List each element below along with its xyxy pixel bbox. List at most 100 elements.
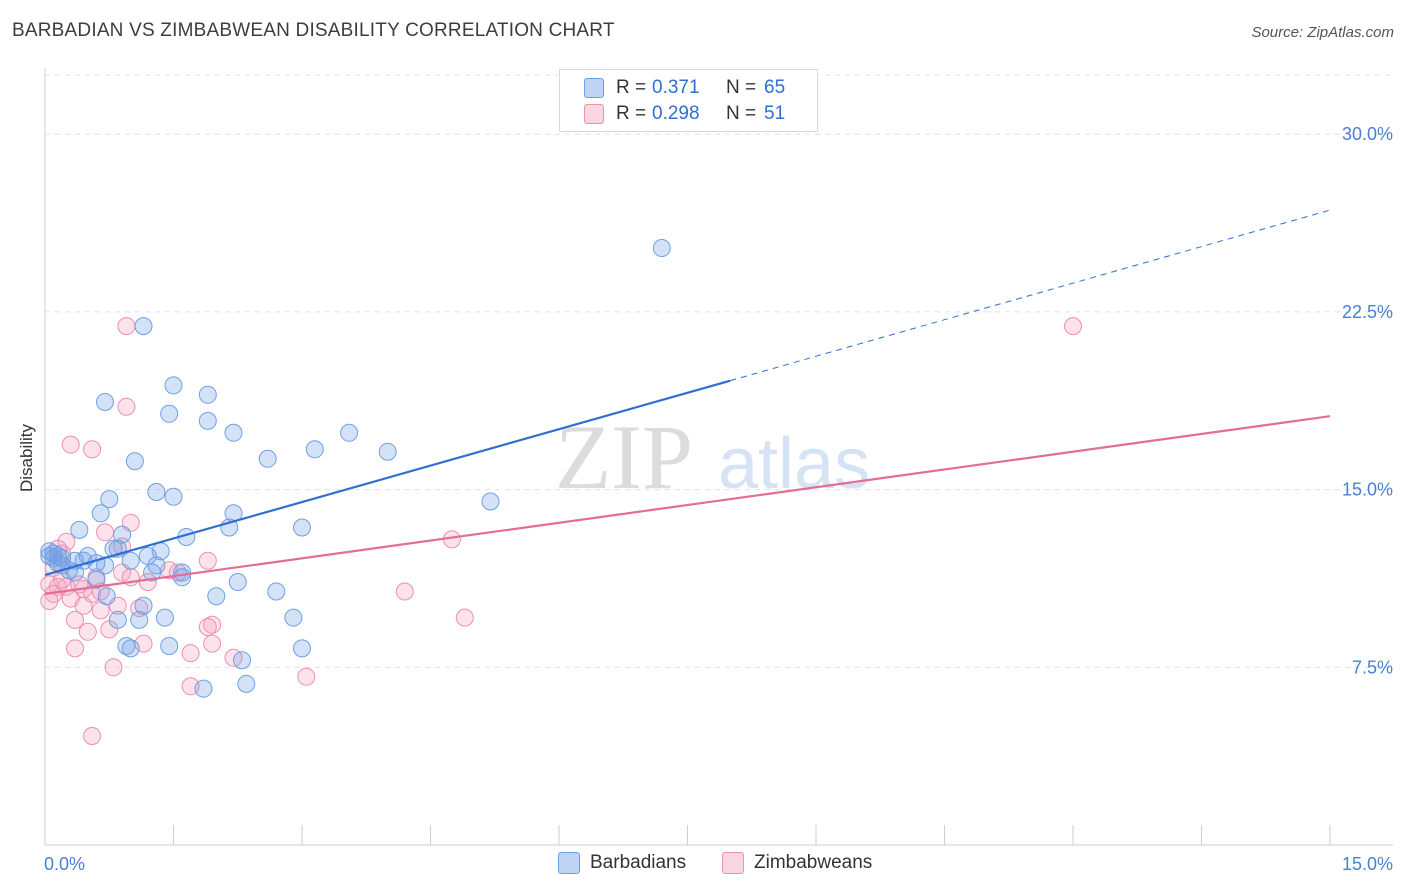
barbadian-point: [91, 504, 110, 523]
barbadian-point: [340, 423, 359, 442]
barbadian-point: [652, 239, 671, 257]
zimbabwean-point: [83, 440, 102, 459]
barbadian-point: [143, 563, 162, 582]
barbadian-point: [284, 608, 303, 627]
zimbabwean-point: [297, 667, 316, 686]
barbadian-point: [160, 404, 179, 423]
legend-label-zimbabweans: Zimbabweans: [754, 852, 873, 873]
zimbabwean-point: [66, 610, 84, 629]
series-legend: Barbadians Zimbabweans: [0, 852, 1406, 876]
zimbabwean-point: [40, 592, 59, 610]
legend-r-value: 0.371: [652, 77, 700, 98]
source-label: Source: ZipAtlas.com: [1251, 24, 1394, 41]
zimbabwean-point: [395, 582, 414, 601]
barbadian-point: [258, 449, 277, 468]
barbadian-point: [96, 393, 114, 411]
zimbabwean-point: [104, 658, 123, 677]
barbadian-point: [121, 551, 140, 570]
zimbabwean-point: [61, 435, 80, 454]
legend-item-barbadians[interactable]: Barbadians: [558, 852, 686, 874]
trend-lines: [44, 209, 1331, 595]
legend-row-zimbabweans: R = 0.298 N = 51: [584, 102, 786, 126]
x-tick-label: 15.0%: [1342, 854, 1393, 874]
legend-swatch-pink: [722, 852, 744, 874]
watermark: ZIP atlas: [555, 406, 870, 508]
zimbabwean-point: [1064, 317, 1082, 336]
zimbabwean-point: [181, 644, 200, 663]
zimbabwean-point: [66, 639, 84, 658]
barbadian-point: [224, 423, 243, 442]
zimbabwean-point: [138, 573, 157, 591]
zimbabwean-point: [78, 622, 97, 641]
zimbabwean-point: [198, 551, 217, 570]
zimbabwean-trend-line: [44, 415, 1331, 595]
legend-n-value: 51: [764, 103, 786, 124]
barbadian-point: [100, 490, 119, 509]
barbadian-point: [48, 547, 67, 565]
zimbabwean-point: [96, 523, 114, 542]
legend-item-zimbabweans[interactable]: Zimbabweans: [722, 852, 872, 874]
y-tick-label: 15.0%: [1342, 480, 1393, 500]
stats-legend: R = 0.371 N = 65 R = 0.298 N = 51: [559, 69, 818, 132]
gridlines: [45, 74, 1393, 668]
zimbabwean-point: [203, 634, 222, 653]
zimbabwean-point: [83, 727, 102, 745]
barbadian-point: [194, 679, 213, 698]
barbadian-point: [125, 452, 144, 471]
barbadian-point: [173, 568, 192, 587]
zimbabwean-point: [198, 618, 217, 636]
y-tick-label: 22.5%: [1342, 302, 1393, 322]
y-tick-label: 30.0%: [1342, 124, 1393, 144]
barbadian-point: [108, 610, 127, 629]
legend-r-label: R =: [616, 77, 647, 98]
barbadian-point: [97, 587, 116, 606]
barbadian-point: [121, 639, 140, 658]
barbadian-point: [233, 651, 251, 670]
barbadian-point: [293, 518, 311, 537]
barbadian-point: [198, 411, 217, 430]
legend-swatch-blue: [584, 78, 604, 98]
barbadian-point: [198, 385, 217, 404]
barbadian-point: [104, 539, 123, 558]
chart-title: BARBADIAN VS ZIMBABWEAN DISABILITY CORRE…: [12, 20, 615, 41]
y-tick-label: 7.5%: [1352, 657, 1393, 677]
legend-swatch-blue: [558, 852, 580, 874]
barbadian-trend-line: [44, 379, 731, 576]
legend-n-label: N =: [726, 77, 757, 98]
barbadian-point: [87, 570, 106, 589]
barbadian-point: [207, 587, 226, 606]
barbadian-point: [164, 487, 183, 506]
watermark-atlas: atlas: [718, 424, 870, 504]
barbadian-point: [228, 573, 247, 591]
legend-swatch-pink: [584, 104, 604, 124]
barbadian-point: [267, 582, 286, 601]
barbadian-point: [147, 483, 166, 501]
barbadian-point: [293, 639, 311, 658]
zimbabwean-point: [117, 397, 136, 416]
x-tick-label: 0.0%: [44, 854, 85, 874]
barbadian-point: [164, 376, 183, 395]
zimbabwean-point: [74, 596, 93, 615]
barbadian-point: [481, 492, 500, 511]
barbadian-point: [134, 596, 153, 615]
barbadian-trend-extension: [730, 209, 1331, 382]
barbadian-point: [134, 317, 153, 336]
legend-r-value: 0.298: [652, 103, 700, 124]
barbadian-point: [160, 637, 179, 655]
watermark-zip: ZIP: [555, 406, 693, 508]
axes: [44, 68, 1393, 846]
legend-label-barbadians: Barbadians: [590, 852, 687, 873]
barbadian-point: [113, 525, 132, 544]
barbadian-point: [155, 608, 174, 627]
tick-labels: 7.5% 15.0% 22.5% 30.0% 0.0% 15.0%: [44, 124, 1393, 874]
zimbabwean-point: [455, 608, 474, 627]
legend-row-barbadians: R = 0.371 N = 65: [584, 76, 786, 100]
barbadian-point: [130, 610, 149, 629]
zimbabwean-point: [117, 317, 136, 336]
legend-n-label: N =: [726, 103, 757, 124]
legend-n-value: 65: [764, 77, 786, 98]
legend-r-label: R =: [616, 103, 647, 124]
barbadian-point: [173, 563, 192, 582]
barbadian-point: [237, 674, 256, 693]
